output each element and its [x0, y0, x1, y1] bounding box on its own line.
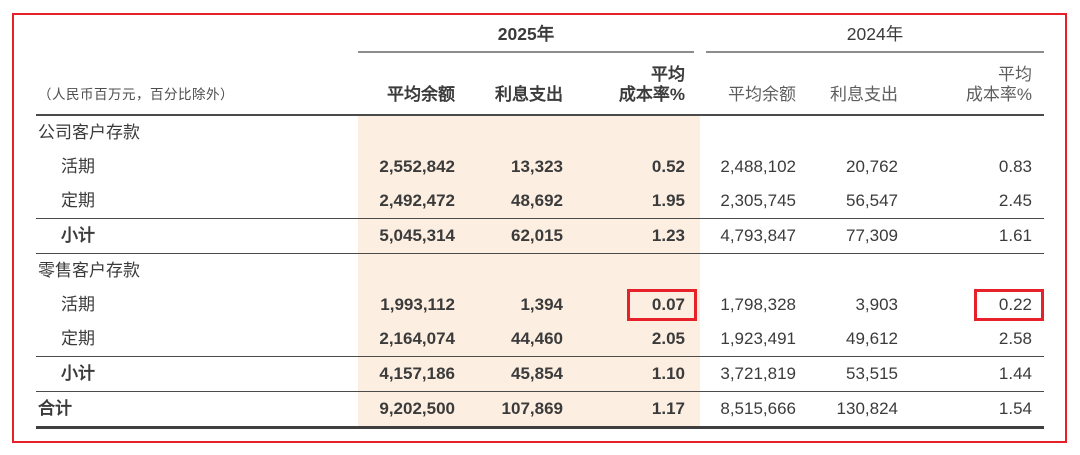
cell-2025-avg-cost-rate: 2.05: [573, 322, 700, 357]
empty-cell: [465, 115, 573, 150]
cell-2024-interest-expense: 77,309: [806, 218, 908, 254]
cell-2025-avg-balance: 9,202,500: [358, 391, 465, 429]
cell-2024-avg-balance: 8,515,666: [700, 391, 806, 429]
cell-2024-interest-expense: 130,824: [806, 391, 908, 429]
cell-2025-avg-balance: 1,993,112: [358, 288, 465, 322]
cell-2024-avg-balance: 1,923,491: [720, 329, 796, 348]
cell-2024-interest-expense: 20,762: [846, 157, 898, 176]
table-row-retail-subtotal: 小计 4,157,186 45,854 1.10 3,721,819 53,51…: [36, 356, 1044, 392]
year-group-2025: 2025年: [358, 22, 700, 53]
table-row-grand-total: 合计 9,202,500 107,869 1.17 8,515,666 130,…: [36, 391, 1044, 429]
cell-2025-avg-cost-rate: 1.17: [573, 391, 700, 429]
cell-2024-interest-expense: 3,903: [855, 295, 898, 314]
row-label: 小计: [36, 218, 358, 254]
header-2024-avg-cost-line1: 平均: [998, 65, 1032, 84]
year-group-2024: 2024年: [700, 22, 1044, 53]
year-label-2024: 2024年: [706, 22, 1044, 53]
empty-cell: [908, 254, 1044, 289]
cell-2024-avg-balance: 2,488,102: [720, 157, 796, 176]
header-2024-interest-expense: 利息支出: [806, 53, 908, 116]
cell-2024-avg-balance: 4,793,847: [700, 218, 806, 254]
cell-2025-avg-balance: 2,492,472: [358, 184, 465, 219]
table-row-retail-time: 定期 2,164,074 44,460 2.05 1,923,491 49,61…: [36, 322, 1044, 357]
cell-2025-avg-cost-rate: 1.23: [573, 218, 700, 254]
highlighted-value: 0.22: [998, 295, 1032, 314]
header-2024-avg-cost-line2: 成本率%: [965, 85, 1032, 104]
cell-2024-avg-cost-rate: 1.54: [908, 391, 1044, 429]
header-2025-avg-cost-rate: 平均 成本率%: [573, 53, 700, 116]
empty-cell: [573, 115, 700, 150]
cell-2025-interest-expense: 45,854: [465, 356, 573, 392]
cell-2025-avg-balance: 2,552,842: [358, 150, 465, 184]
cell-2024-interest-expense: 49,612: [846, 329, 898, 348]
red-highlight-box-2024-rate: 0.22: [973, 289, 1044, 321]
header-2025-avg-balance: 平均余额: [358, 53, 465, 116]
table-row-retail-demand: 活期 1,993,112 1,394 0.07 1,798,328 3,903 …: [36, 288, 1044, 322]
cell-2025-avg-cost-rate: 1.95: [573, 184, 700, 219]
cell-2024-avg-balance: 1,798,328: [720, 295, 796, 314]
header-2024-avg-balance: 平均余额: [700, 53, 806, 116]
cell-2024-avg-cost-rate: 2.58: [998, 329, 1032, 348]
section-row-retail-deposits: 零售客户存款: [36, 253, 1044, 289]
cell-2025-avg-balance: 2,164,074: [358, 322, 465, 357]
column-header-row: （人民币百万元，百分比除外） 平均余额 利息支出 平均 成本率% 平均余额 利息支…: [36, 53, 1044, 116]
cell-2024-avg-cost-rate: 0.83: [998, 157, 1032, 176]
empty-cell: [700, 254, 806, 289]
row-label: 小计: [36, 356, 358, 392]
section-label: 公司客户存款: [38, 123, 140, 142]
cell-2025-avg-balance: 5,045,314: [358, 218, 465, 254]
empty-cell: [908, 115, 1044, 150]
cell-2025-interest-expense: 44,460: [465, 322, 573, 357]
highlighted-value: 0.07: [651, 295, 685, 314]
empty-cell: [700, 115, 806, 150]
row-label: 定期: [61, 329, 95, 348]
header-2024-avg-cost-rate: 平均 成本率%: [908, 53, 1044, 116]
row-label: 定期: [61, 191, 95, 210]
cell-2024-avg-cost-rate: 1.61: [908, 218, 1044, 254]
row-label: 活期: [61, 295, 95, 314]
empty-cell: [465, 253, 573, 288]
table-row-corporate-time: 定期 2,492,472 48,692 1.95 2,305,745 56,54…: [36, 184, 1044, 219]
cell-2024-avg-cost-rate: 0.22: [908, 288, 1044, 322]
empty-cell: [806, 254, 908, 289]
cell-2024-interest-expense: 56,547: [846, 191, 898, 210]
cell-2025-interest-expense: 48,692: [465, 184, 573, 219]
deposit-cost-table: 2025年 2024年 （人民币百万元，百分比除外） 平均余额 利息支出 平均成…: [36, 22, 1044, 429]
deposit-cost-table-container: 2025年 2024年 （人民币百万元，百分比除外） 平均余额 利息支出 平均成…: [36, 22, 1044, 429]
empty-cell: [358, 253, 465, 288]
year-header-row: 2025年 2024年: [36, 22, 1044, 53]
cell-2024-avg-cost-rate: 1.44: [908, 356, 1044, 392]
cell-2024-avg-balance: 3,721,819: [700, 356, 806, 392]
cell-2024-avg-cost-rate: 2.45: [998, 191, 1032, 210]
section-row-corporate-deposits: 公司客户存款: [36, 115, 1044, 150]
header-2025-avg-cost-line1: 平均: [651, 65, 685, 84]
row-label: 活期: [61, 157, 95, 176]
cell-2025-interest-expense: 13,323: [465, 150, 573, 184]
cell-2025-avg-balance: 4,157,186: [358, 356, 465, 392]
cell-2025-avg-cost-rate: 0.52: [573, 150, 700, 184]
unit-note: （人民币百万元，百分比除外）: [36, 53, 358, 116]
cell-2025-interest-expense: 107,869: [465, 391, 573, 429]
cell-2024-interest-expense: 53,515: [806, 356, 908, 392]
cell-2025-interest-expense: 1,394: [465, 288, 573, 322]
section-label: 零售客户存款: [38, 261, 140, 280]
cell-2024-avg-balance: 2,305,745: [720, 191, 796, 210]
cell-2025-avg-cost-rate: 1.10: [573, 356, 700, 392]
red-highlight-box-2025-rate: 0.07: [626, 289, 697, 321]
empty-cell: [358, 115, 465, 150]
header-2025-avg-cost-line2: 成本率%: [618, 85, 685, 104]
table-row-corporate-subtotal: 小计 5,045,314 62,015 1.23 4,793,847 77,30…: [36, 218, 1044, 254]
year-header-spacer: [36, 22, 358, 53]
header-2025-interest-expense: 利息支出: [465, 53, 573, 116]
year-label-2025: 2025年: [358, 22, 694, 53]
empty-cell: [573, 253, 700, 288]
row-label: 合计: [36, 391, 358, 429]
table-row-corporate-demand: 活期 2,552,842 13,323 0.52 2,488,102 20,76…: [36, 150, 1044, 184]
cell-2025-interest-expense: 62,015: [465, 218, 573, 254]
cell-2025-avg-cost-rate: 0.07: [573, 288, 700, 322]
empty-cell: [806, 115, 908, 150]
